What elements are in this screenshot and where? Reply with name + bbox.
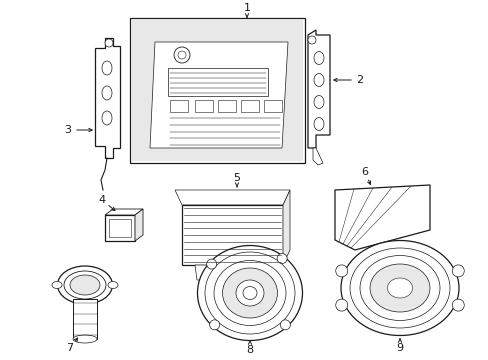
Polygon shape (150, 42, 287, 148)
Ellipse shape (369, 264, 429, 312)
Ellipse shape (64, 271, 106, 299)
Ellipse shape (359, 256, 439, 320)
Bar (105, 215, 135, 241)
Bar (132, 20, 303, 161)
Polygon shape (105, 209, 142, 215)
Ellipse shape (313, 73, 324, 86)
Ellipse shape (102, 111, 112, 125)
Polygon shape (195, 265, 206, 280)
Ellipse shape (222, 268, 277, 318)
Text: 2: 2 (356, 75, 363, 85)
Bar (264, 100, 282, 112)
Circle shape (335, 299, 347, 311)
Ellipse shape (204, 252, 294, 334)
Polygon shape (283, 190, 289, 265)
Bar (109, 219, 131, 237)
Text: 7: 7 (66, 343, 73, 353)
Ellipse shape (52, 282, 62, 288)
Ellipse shape (214, 261, 285, 325)
Polygon shape (307, 30, 329, 148)
Text: 6: 6 (361, 167, 368, 177)
Circle shape (277, 253, 286, 264)
Bar (130, 18, 305, 163)
Bar (182, 205, 283, 265)
Polygon shape (229, 265, 242, 280)
Circle shape (206, 259, 216, 269)
Circle shape (174, 47, 190, 63)
Text: 1: 1 (243, 3, 250, 13)
Ellipse shape (243, 287, 257, 300)
Ellipse shape (313, 117, 324, 130)
Ellipse shape (236, 280, 264, 306)
Polygon shape (312, 148, 323, 165)
Bar (241, 100, 259, 112)
Ellipse shape (313, 95, 324, 108)
Polygon shape (175, 190, 289, 205)
Bar (170, 100, 187, 112)
Ellipse shape (108, 282, 118, 288)
Polygon shape (95, 38, 120, 158)
Circle shape (451, 265, 463, 277)
Ellipse shape (102, 61, 112, 75)
Bar (195, 100, 213, 112)
Ellipse shape (349, 248, 449, 328)
Text: 8: 8 (246, 345, 253, 355)
Text: 9: 9 (396, 343, 403, 353)
Circle shape (451, 299, 463, 311)
Circle shape (335, 265, 347, 277)
Bar (73, 299, 97, 339)
Polygon shape (334, 185, 429, 250)
Ellipse shape (70, 275, 100, 295)
Polygon shape (135, 209, 142, 241)
Ellipse shape (58, 266, 112, 304)
Ellipse shape (386, 278, 412, 298)
Ellipse shape (197, 246, 302, 341)
Polygon shape (260, 265, 271, 280)
Circle shape (178, 51, 185, 59)
Ellipse shape (73, 335, 97, 343)
Text: 4: 4 (98, 195, 105, 205)
Circle shape (280, 320, 290, 330)
Circle shape (105, 39, 113, 47)
Circle shape (307, 36, 315, 44)
Ellipse shape (340, 240, 458, 336)
Circle shape (209, 320, 219, 330)
Text: 5: 5 (233, 173, 240, 183)
Ellipse shape (313, 51, 324, 64)
Bar (218, 100, 236, 112)
Ellipse shape (102, 86, 112, 100)
Text: 3: 3 (64, 125, 71, 135)
Bar (168, 68, 267, 96)
